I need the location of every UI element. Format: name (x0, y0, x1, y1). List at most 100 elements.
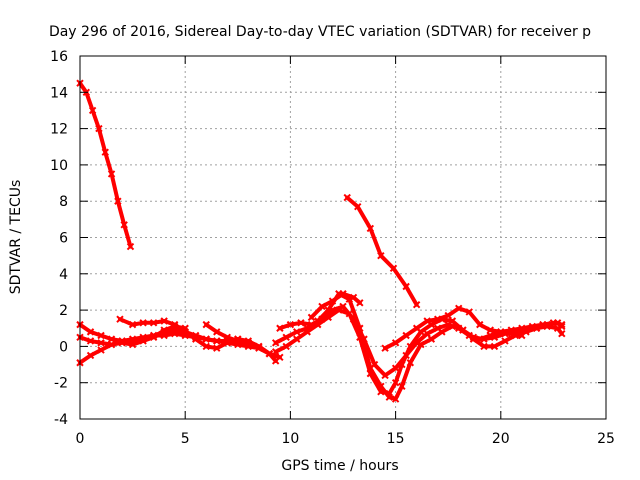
data-point (433, 315, 442, 323)
data-point (366, 369, 375, 378)
data-point (433, 324, 442, 332)
data-point (391, 364, 400, 372)
data-point (486, 331, 494, 340)
data-point (139, 337, 147, 345)
data-point (381, 371, 389, 380)
data-point (149, 319, 158, 327)
data-point (385, 389, 393, 398)
data-point (271, 348, 280, 356)
data-point (391, 378, 400, 387)
data-point (339, 290, 347, 298)
data-point (244, 339, 253, 347)
data-point (356, 299, 364, 307)
y-tick-label: 8 (59, 194, 68, 210)
grid-lines (80, 56, 606, 419)
data-point (391, 339, 400, 347)
data-point (202, 335, 210, 343)
data-point (223, 339, 231, 347)
data-series-group (76, 79, 566, 403)
data-point (360, 335, 368, 343)
data-point (391, 395, 400, 403)
data-point (539, 320, 547, 329)
data-point (255, 342, 263, 351)
axis-ticks: 0 5 10 15 20 25 -4 -2 0 2 4 6 8 10 12 14 16 (50, 49, 615, 447)
y-tick-label: -2 (54, 376, 68, 392)
data-point (86, 351, 95, 360)
data-point (97, 339, 105, 347)
data-point (213, 344, 221, 352)
data-point (444, 320, 452, 329)
data-point (181, 328, 189, 336)
data-point (107, 335, 116, 343)
data-point (293, 335, 301, 343)
data-point (118, 339, 126, 347)
x-tick-label: 10 (281, 431, 299, 447)
data-point (497, 328, 505, 336)
data-point (412, 300, 421, 309)
data-point (307, 313, 316, 322)
x-tick-label: 25 (597, 431, 615, 447)
chart-title: Day 296 of 2016, Sidereal Day-to-day VTE… (49, 24, 591, 40)
plot-frame (79, 55, 607, 420)
data-point (370, 360, 379, 369)
data-point (455, 324, 463, 332)
y-tick-label: 4 (59, 267, 68, 283)
data-point (398, 382, 406, 391)
data-point (97, 346, 105, 354)
data-point (86, 337, 95, 345)
data-point (412, 324, 421, 332)
data-point (128, 320, 137, 329)
data-point (116, 315, 124, 323)
data-point (328, 306, 337, 314)
data-point (366, 224, 375, 233)
data-point (126, 242, 135, 251)
data-point (343, 193, 351, 202)
data-point (276, 324, 284, 332)
data-point (286, 320, 295, 329)
data-point (223, 333, 231, 342)
data-point (490, 342, 499, 351)
data-point (465, 331, 473, 340)
data-point (328, 297, 337, 305)
data-point (381, 344, 389, 352)
data-point (455, 304, 463, 312)
data-point (465, 308, 473, 316)
data-point (139, 319, 147, 327)
data-point (558, 329, 566, 338)
x-tick-label: 0 (76, 431, 85, 447)
data-point (95, 124, 103, 133)
data-point (349, 315, 358, 323)
data-point (282, 333, 290, 342)
data-point (202, 320, 210, 329)
data-point (160, 326, 168, 334)
data-point (354, 202, 362, 211)
data-point (528, 322, 537, 331)
y-tick-label: 16 (50, 49, 68, 65)
data-point (307, 320, 316, 329)
data-point (444, 311, 452, 320)
data-point (423, 317, 431, 325)
y-tick-label: 0 (59, 339, 68, 355)
data-point (107, 340, 116, 349)
x-tick-label: 5 (181, 431, 190, 447)
data-point (170, 320, 179, 329)
data-point (518, 324, 526, 332)
data-point (202, 342, 210, 351)
data-point (402, 351, 410, 360)
y-tick-label: 10 (50, 158, 68, 174)
x-tick-label: 20 (492, 431, 510, 447)
data-point (120, 221, 128, 229)
data-point (303, 328, 311, 336)
data-point (423, 329, 431, 338)
data-point (213, 328, 221, 336)
data-point (297, 319, 305, 327)
data-point (318, 302, 326, 311)
y-tick-label: 2 (59, 303, 68, 319)
data-point (282, 342, 290, 351)
data-point (558, 320, 566, 329)
data-point (88, 106, 97, 115)
data-point (107, 170, 116, 178)
data-point (406, 359, 415, 367)
y-tick-label: 6 (59, 231, 68, 247)
x-tick-label: 15 (387, 431, 405, 447)
